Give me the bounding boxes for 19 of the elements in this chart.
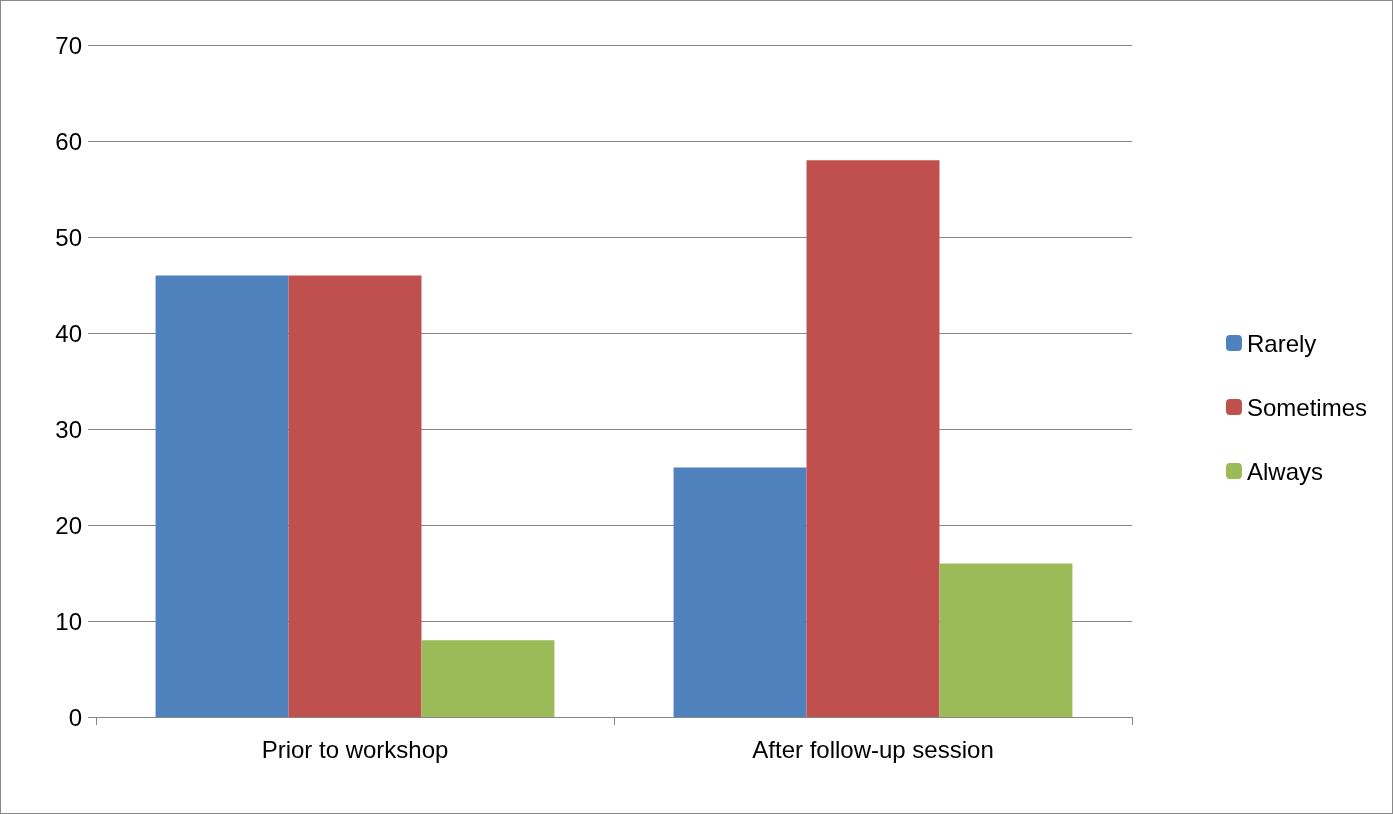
bar	[939, 563, 1073, 717]
bar	[288, 275, 422, 717]
y-tick-label: 10	[55, 607, 82, 635]
bar	[806, 160, 940, 717]
y-tick-label: 40	[55, 319, 82, 347]
y-tick-label: 20	[55, 511, 82, 539]
bar	[421, 640, 555, 717]
y-tick-label: 50	[55, 223, 82, 251]
bar	[673, 467, 807, 717]
y-tick-label: 70	[55, 31, 82, 59]
legend-label: Always	[1246, 457, 1323, 485]
y-tick-label: 60	[55, 127, 82, 155]
bar	[155, 275, 289, 717]
x-tick-label: Prior to workshop	[261, 735, 449, 763]
y-tick-label: 30	[55, 415, 82, 443]
y-tick-label: 0	[68, 703, 82, 731]
legend-label: Rarely	[1246, 329, 1317, 357]
x-tick-label: After follow-up session	[752, 735, 994, 763]
legend-label: Sometimes	[1246, 393, 1368, 421]
